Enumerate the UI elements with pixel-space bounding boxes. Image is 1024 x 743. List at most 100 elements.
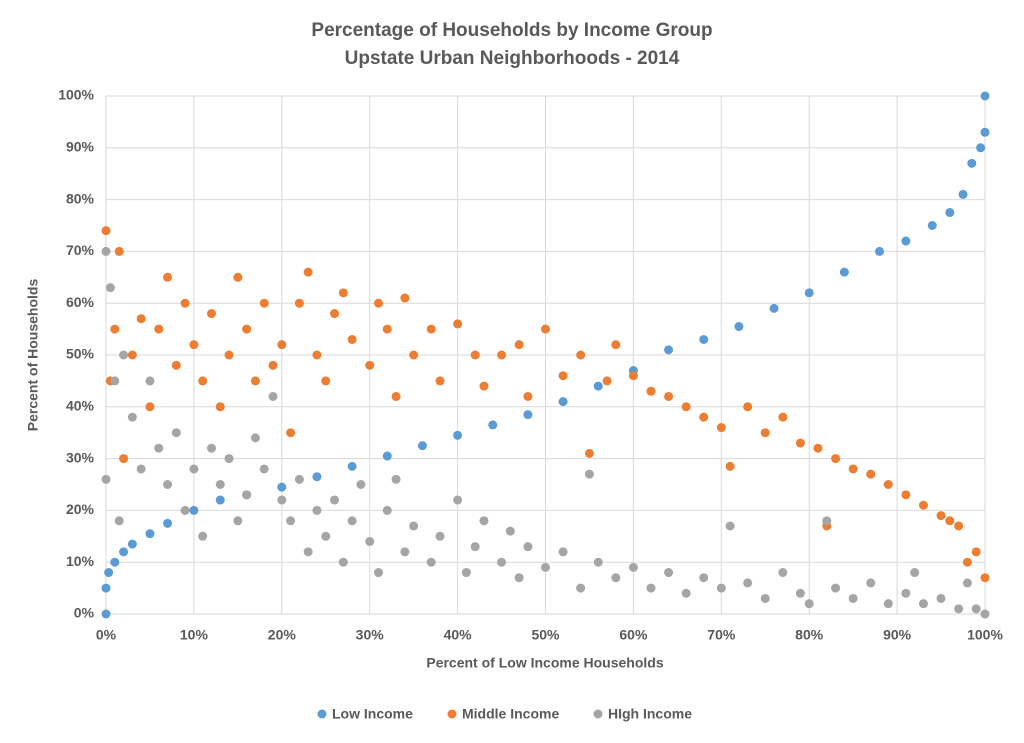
point bbox=[804, 288, 814, 298]
point bbox=[136, 464, 146, 474]
point bbox=[330, 495, 340, 505]
point bbox=[962, 557, 972, 567]
point bbox=[901, 236, 911, 246]
point bbox=[104, 568, 114, 578]
point bbox=[417, 441, 427, 451]
point bbox=[971, 547, 981, 557]
point bbox=[426, 557, 436, 567]
point bbox=[206, 309, 216, 319]
point bbox=[936, 511, 946, 521]
point bbox=[725, 461, 735, 471]
point bbox=[584, 469, 594, 479]
point bbox=[163, 518, 173, 528]
point bbox=[453, 319, 463, 329]
point bbox=[435, 531, 445, 541]
y-tick-label: 80% bbox=[66, 190, 95, 206]
point bbox=[145, 529, 155, 539]
point bbox=[347, 334, 357, 344]
point bbox=[716, 583, 726, 593]
point bbox=[954, 521, 964, 531]
point bbox=[470, 350, 480, 360]
point bbox=[101, 583, 111, 593]
point bbox=[338, 288, 348, 298]
point bbox=[180, 505, 190, 515]
point bbox=[576, 350, 586, 360]
point bbox=[967, 158, 977, 168]
point bbox=[391, 391, 401, 401]
point bbox=[409, 521, 419, 531]
point bbox=[558, 371, 568, 381]
point bbox=[171, 360, 181, 370]
point bbox=[224, 350, 234, 360]
point bbox=[523, 542, 533, 552]
point bbox=[514, 573, 524, 583]
point bbox=[233, 516, 243, 526]
point bbox=[101, 246, 111, 256]
point bbox=[321, 376, 331, 386]
point bbox=[215, 402, 225, 412]
point bbox=[628, 562, 638, 572]
point bbox=[224, 454, 234, 464]
point bbox=[958, 189, 968, 199]
point bbox=[382, 451, 392, 461]
point bbox=[593, 557, 603, 567]
point bbox=[664, 345, 674, 355]
point bbox=[936, 593, 946, 603]
point bbox=[373, 568, 383, 578]
x-tick-label: 0% bbox=[96, 627, 117, 643]
point bbox=[804, 599, 814, 609]
point bbox=[312, 505, 322, 515]
point bbox=[163, 480, 173, 489]
point bbox=[743, 402, 753, 412]
x-tick-label: 20% bbox=[268, 627, 297, 643]
point bbox=[105, 283, 115, 293]
point bbox=[945, 516, 955, 526]
y-tick-label: 40% bbox=[66, 398, 95, 414]
point bbox=[453, 495, 463, 505]
point bbox=[576, 583, 586, 593]
point bbox=[558, 547, 568, 557]
point bbox=[189, 340, 199, 350]
point bbox=[101, 226, 111, 236]
point bbox=[681, 588, 691, 598]
point bbox=[198, 531, 208, 541]
point bbox=[901, 588, 911, 598]
point bbox=[382, 505, 392, 515]
point bbox=[242, 490, 252, 500]
point bbox=[760, 428, 770, 438]
point bbox=[114, 516, 124, 526]
point bbox=[541, 324, 550, 334]
x-tick-label: 100% bbox=[967, 627, 1003, 643]
point bbox=[347, 461, 357, 471]
point bbox=[980, 91, 990, 101]
point bbox=[180, 298, 190, 308]
point bbox=[962, 578, 972, 588]
x-tick-label: 90% bbox=[883, 627, 912, 643]
point bbox=[312, 472, 322, 482]
point bbox=[980, 609, 990, 619]
point bbox=[312, 350, 322, 360]
point bbox=[101, 474, 111, 484]
point bbox=[646, 583, 656, 593]
point bbox=[145, 376, 155, 386]
point bbox=[514, 340, 524, 350]
point bbox=[883, 480, 893, 489]
x-tick-label: 70% bbox=[707, 627, 736, 643]
x-tick-label: 30% bbox=[356, 627, 385, 643]
point bbox=[435, 376, 445, 386]
point bbox=[831, 583, 841, 593]
point bbox=[110, 376, 120, 386]
point bbox=[699, 573, 709, 583]
point bbox=[119, 454, 129, 464]
point bbox=[497, 350, 507, 360]
point bbox=[760, 593, 770, 603]
point bbox=[980, 573, 990, 583]
legend-label: Middle Income bbox=[462, 706, 559, 722]
point bbox=[976, 143, 986, 153]
point bbox=[127, 539, 137, 549]
point bbox=[277, 482, 287, 492]
point bbox=[171, 428, 181, 438]
point bbox=[769, 303, 779, 313]
point bbox=[602, 376, 612, 386]
